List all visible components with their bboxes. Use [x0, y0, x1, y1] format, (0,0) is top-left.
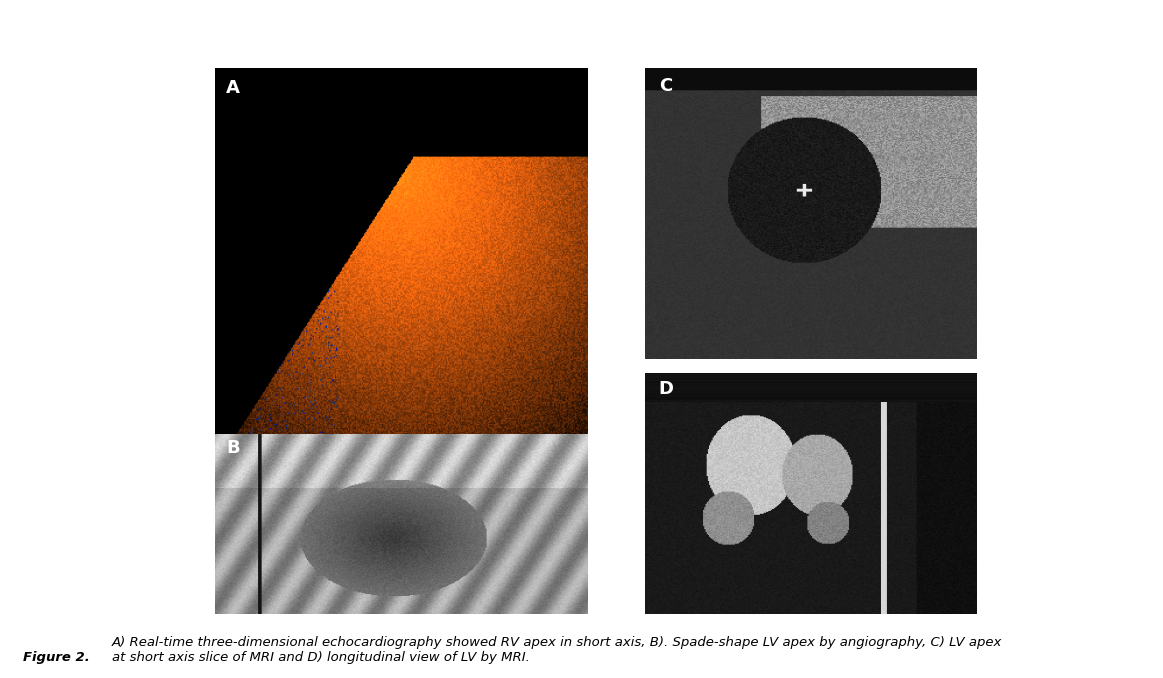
Text: D: D	[658, 380, 673, 398]
Text: B: B	[227, 439, 240, 457]
Text: A: A	[227, 79, 241, 97]
Text: Figure 2.: Figure 2.	[23, 652, 94, 664]
Text: C: C	[658, 77, 672, 94]
Text: A) Real-time three-dimensional echocardiography showed RV apex in short axis, B): A) Real-time three-dimensional echocardi…	[112, 637, 1003, 664]
